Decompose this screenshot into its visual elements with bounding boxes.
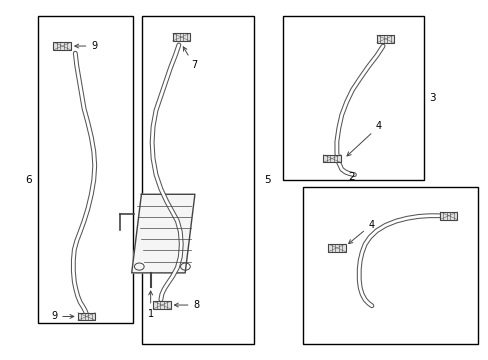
Bar bbox=[78, 312, 95, 320]
Text: 4: 4 bbox=[346, 121, 381, 156]
Bar bbox=[172, 33, 190, 41]
Text: 3: 3 bbox=[428, 93, 435, 103]
Bar bbox=[439, 212, 457, 220]
Bar bbox=[327, 244, 345, 252]
Bar bbox=[323, 155, 340, 162]
Bar bbox=[142, 16, 254, 344]
Bar bbox=[53, 42, 71, 50]
Polygon shape bbox=[131, 194, 195, 273]
Bar bbox=[38, 16, 132, 323]
Text: 9: 9 bbox=[75, 41, 97, 51]
Text: 9: 9 bbox=[51, 311, 74, 321]
Text: 8: 8 bbox=[174, 300, 199, 310]
Text: 7: 7 bbox=[183, 47, 197, 70]
Text: 6: 6 bbox=[25, 175, 31, 185]
Text: 4: 4 bbox=[348, 220, 374, 244]
Bar bbox=[376, 35, 393, 43]
Text: 2: 2 bbox=[347, 172, 354, 182]
Text: 1: 1 bbox=[147, 291, 153, 319]
Text: 5: 5 bbox=[264, 175, 270, 185]
Bar bbox=[302, 187, 477, 344]
Bar bbox=[153, 301, 170, 309]
Bar bbox=[283, 16, 424, 180]
